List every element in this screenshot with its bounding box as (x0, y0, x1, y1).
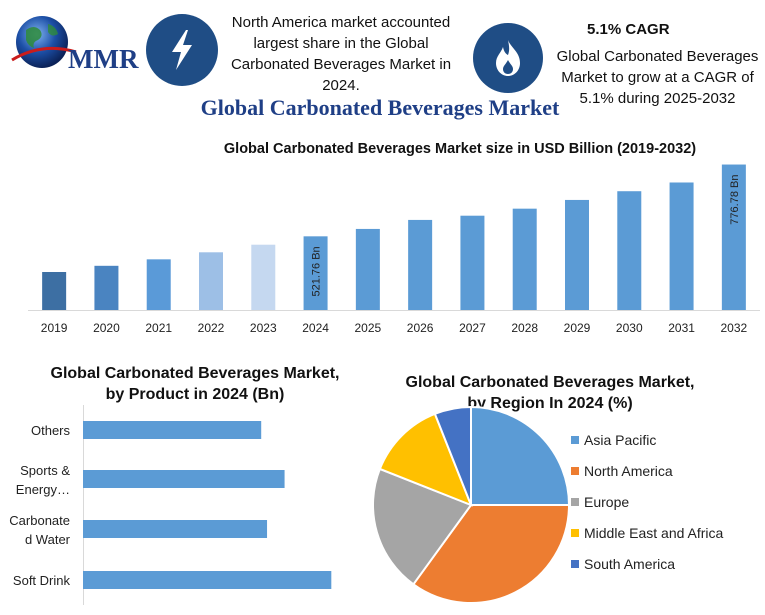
legend-label-2: Europe (584, 494, 629, 510)
globe-logo-icon (11, 16, 77, 68)
tick-label-2029: 2029 (564, 321, 591, 335)
product-bar-chart: Others Sports & Energy… Carbonate d Water Sof… (9, 405, 332, 605)
tick-label-2024: 2024 (302, 321, 329, 335)
data-label-2024: 521.76 Bn (311, 246, 323, 296)
bar-carbonated-water (83, 520, 268, 538)
bar-2032 (721, 164, 746, 310)
category-label-3: Soft Drink (13, 573, 71, 588)
bar-chart-title: Global Carbonated Beverages Market size … (223, 141, 697, 157)
tick-label-2022: 2022 (198, 321, 225, 335)
tick-label-2020: 2020 (93, 321, 120, 335)
slice-north-america (411, 504, 571, 604)
product-chart-title: Global Carbonated Beverages Market, by P… (50, 365, 340, 403)
category-label-1: Sports & Energy… (16, 463, 71, 497)
tick-label-2021: 2021 (145, 321, 172, 335)
legend-label-1: North America (584, 463, 673, 479)
bar-2027 (460, 215, 485, 310)
legend-swatch-4 (571, 560, 579, 568)
tick-label-2030: 2030 (616, 321, 643, 335)
data-label-2032: 776.78 Bn (729, 175, 741, 225)
legend-label-3: Middle East and Africa (584, 525, 724, 541)
bar-2019 (42, 272, 67, 310)
slice-asia-pacific (470, 405, 571, 506)
mmr-logo: MMR (8, 8, 143, 78)
bar-soft-drink (83, 571, 332, 589)
slice-middle-east-and-africa (378, 412, 473, 507)
tick-label-2032: 2032 (721, 321, 748, 335)
region-chart-title: Global Carbonated Beverages Market, by R… (405, 374, 695, 412)
lightning-icon (146, 14, 218, 86)
legend-swatch-0 (571, 436, 579, 444)
bar-2026 (408, 219, 433, 310)
flame-icon (473, 23, 543, 93)
bar-2024 (303, 236, 328, 310)
legend-label-4: South America (584, 556, 675, 572)
bar-2030 (617, 191, 642, 310)
region-pie-chart: Asia Pacific North America Europe Middle Ea… (372, 405, 724, 604)
bar-2022 (199, 252, 223, 310)
fact-cagr: Global Carbonated Beverages Market to gr… (556, 48, 759, 107)
slice-europe (372, 467, 473, 586)
legend-swatch-3 (571, 529, 579, 537)
cagr-title: 5.1% CAGR (587, 21, 670, 38)
bar-2028 (512, 208, 537, 310)
bar-2029 (565, 199, 589, 310)
tick-label-2025: 2025 (355, 321, 382, 335)
logo-text: MMR (68, 44, 139, 74)
tick-label-2019: 2019 (41, 321, 68, 335)
bar-sports-energy- (83, 470, 285, 488)
category-label-2: Carbonate d Water (9, 513, 70, 547)
market-size-bar-chart: 2019 2020 2021 2022 2023 2024 521.76 Bn 2025 202… (28, 164, 760, 335)
bar-2021 (146, 259, 171, 310)
bar-others (83, 421, 262, 439)
slice-south-america (433, 405, 472, 506)
category-label-0: Others (31, 423, 71, 438)
bar-2031 (669, 182, 694, 310)
bar-2025 (355, 228, 380, 310)
legend-swatch-1 (571, 467, 579, 475)
tick-label-2027: 2027 (459, 321, 486, 335)
tick-label-2026: 2026 (407, 321, 434, 335)
bar-2023 (251, 244, 276, 310)
tick-label-2023: 2023 (250, 321, 277, 335)
legend-label-0: Asia Pacific (584, 432, 656, 448)
tick-label-2031: 2031 (668, 321, 695, 335)
legend-swatch-2 (571, 498, 579, 506)
page-title: Global Carbonated Beverages Market (200, 95, 560, 120)
bar-2020 (94, 265, 119, 310)
tick-label-2028: 2028 (511, 321, 538, 335)
fact-north-america: North America market accounted largest s… (230, 14, 452, 94)
